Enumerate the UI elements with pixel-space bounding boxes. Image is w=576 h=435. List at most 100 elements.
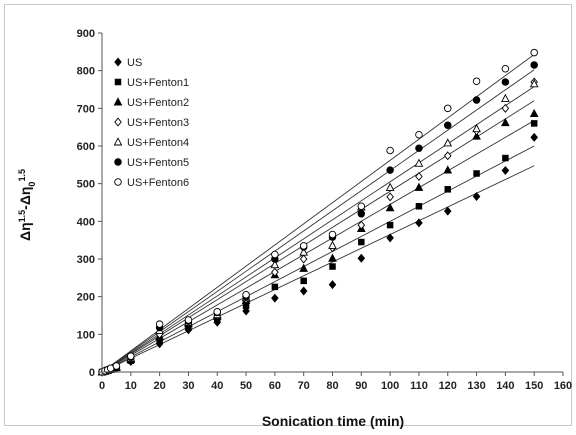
data-point — [529, 79, 539, 88]
data-point — [415, 218, 423, 228]
data-point — [472, 131, 481, 140]
data-point — [415, 130, 423, 139]
trendline — [101, 86, 535, 373]
y-axis-title-sub: 0 — [27, 182, 37, 187]
data-point — [529, 108, 539, 118]
trendline — [101, 100, 535, 373]
data-point — [415, 172, 423, 182]
legend-marker — [114, 78, 122, 86]
x-tick-label: 140 — [496, 380, 514, 392]
data-point — [386, 146, 394, 155]
data-point — [444, 186, 452, 193]
data-point — [501, 117, 510, 127]
data-point — [271, 267, 279, 277]
legend-marker — [114, 158, 122, 166]
data-point — [328, 240, 337, 249]
trendlines — [101, 54, 535, 373]
legend-label: US+Fenton1 — [127, 77, 189, 89]
data-point — [270, 259, 280, 269]
legend-marker — [114, 178, 122, 186]
legend-marker — [113, 137, 123, 146]
data-point — [386, 221, 394, 229]
data-point — [414, 158, 424, 167]
x-tick-label: 60 — [269, 380, 281, 392]
data-point — [127, 352, 135, 360]
data-point — [443, 138, 453, 147]
data-point — [443, 206, 452, 216]
data-point — [328, 230, 337, 239]
data-point — [357, 220, 366, 230]
data-point — [213, 307, 221, 316]
legend-label: US+Fenton5 — [127, 157, 189, 169]
data-point — [443, 151, 452, 161]
legend-label: US+Fenton6 — [127, 177, 189, 189]
x-tick-label: 10 — [125, 380, 137, 392]
data-point — [472, 123, 481, 133]
data-point — [530, 132, 538, 142]
data-point — [530, 120, 538, 127]
legend-label: US+Fenton2 — [127, 97, 189, 109]
y-tick-label: 0 — [89, 367, 95, 379]
data-point — [501, 78, 510, 86]
x-tick-label: 0 — [99, 380, 105, 392]
legend-marker — [114, 117, 122, 127]
legend-label: US — [127, 57, 142, 69]
y-tick-label: 900 — [77, 28, 95, 40]
legend: US US+Fenton1 US+Fenton2 US+Fenton3 US+Fento… — [113, 57, 189, 189]
y-tick-label: 400 — [77, 216, 95, 228]
data-point — [155, 320, 164, 328]
axes: 0 100 200 300 400 500 600 700 800 900 0 10 20 30 40 50 6… — [77, 28, 573, 392]
data-point — [444, 104, 452, 113]
data-point — [501, 165, 510, 175]
data-point — [328, 280, 337, 290]
data-point — [530, 48, 538, 57]
data-point — [242, 291, 250, 299]
data-point — [385, 182, 395, 191]
x-tick-label: 110 — [410, 380, 428, 392]
x-tick-label: 30 — [182, 380, 194, 392]
x-tick-label: 90 — [355, 380, 367, 392]
y-axis-title-sup2: 1.5 — [17, 169, 27, 182]
data-point — [386, 192, 394, 202]
data-point — [357, 210, 366, 218]
outer-border — [4, 4, 572, 426]
data-point — [444, 121, 452, 130]
x-tick-label: 120 — [439, 380, 457, 392]
y-tick-label: 300 — [77, 254, 95, 266]
y-tick-label: 800 — [77, 66, 95, 78]
trendline — [101, 69, 535, 373]
y-axis-title-mid: -Δη — [17, 187, 33, 210]
data-point — [299, 286, 308, 296]
data-point — [415, 144, 423, 153]
data-point — [271, 283, 279, 291]
legend-label: US+Fenton3 — [127, 117, 189, 129]
data-point — [472, 96, 481, 104]
data-point — [385, 203, 395, 212]
y-tick-label: 200 — [77, 292, 95, 304]
data-point — [271, 250, 279, 259]
y-tick-label: 700 — [77, 103, 95, 115]
x-tick-label: 20 — [154, 380, 166, 392]
x-tick-label: 50 — [240, 380, 252, 392]
data-point — [357, 253, 366, 263]
y-axis-title: Δη1.5-Δη01.5 — [17, 169, 37, 241]
x-tick-label: 80 — [326, 380, 338, 392]
data-point — [472, 77, 481, 85]
x-axis-title: Sonication time (min) — [262, 413, 404, 429]
data-markers — [97, 48, 539, 377]
y-axis-title-sup1: 1.5 — [17, 210, 27, 223]
legend-marker — [113, 97, 123, 106]
y-tick-label: 100 — [77, 329, 95, 341]
data-point — [184, 316, 193, 324]
trendline — [101, 120, 535, 373]
data-point — [473, 170, 480, 177]
data-point — [300, 277, 307, 285]
x-tick-label: 70 — [298, 380, 310, 392]
trendline — [101, 165, 535, 373]
data-point — [501, 103, 510, 113]
data-point — [501, 65, 510, 73]
data-point — [358, 238, 365, 246]
trendline — [101, 145, 535, 373]
